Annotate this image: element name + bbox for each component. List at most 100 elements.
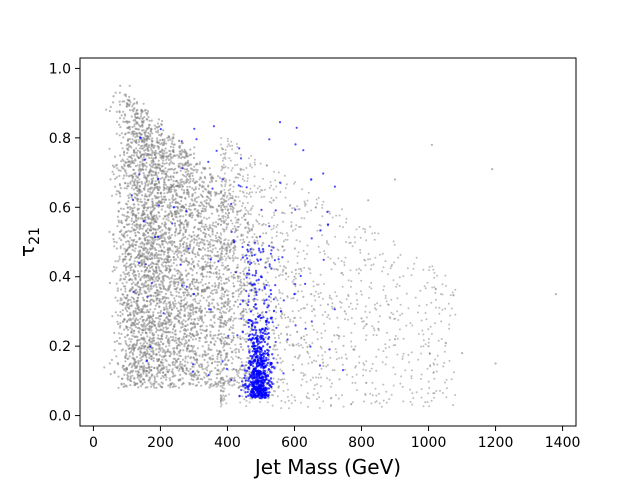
- scatter-point-background: [245, 337, 248, 340]
- scatter-point-background: [166, 321, 170, 324]
- scatter-point-background: [369, 258, 371, 261]
- scatter-point-background: [287, 275, 290, 278]
- scatter-point-background: [193, 285, 196, 288]
- scatter-point-background: [130, 217, 133, 220]
- scatter-point-background: [319, 291, 322, 294]
- scatter-point-background: [219, 254, 222, 257]
- scatter-point-background: [214, 221, 218, 224]
- scatter-point-background: [121, 282, 124, 285]
- scatter-point-background: [182, 305, 185, 308]
- scatter-point-background: [129, 269, 132, 272]
- scatter-point-background: [198, 204, 201, 207]
- scatter-point-background: [130, 211, 133, 214]
- scatter-point-background: [187, 318, 190, 321]
- scatter-point-background: [338, 378, 341, 381]
- scatter-point-background: [206, 361, 209, 364]
- scatter-point-background: [428, 266, 431, 268]
- scatter-point-background: [221, 386, 224, 389]
- scatter-point-background: [192, 246, 195, 249]
- scatter-point-background: [178, 337, 181, 340]
- scatter-point-background: [158, 305, 161, 308]
- scatter-point-background: [199, 325, 202, 328]
- scatter-point-background: [232, 277, 235, 280]
- scatter-point-background: [320, 336, 323, 339]
- scatter-point-background: [185, 335, 188, 338]
- scatter-point-background: [203, 358, 206, 361]
- scatter-point-background: [147, 314, 150, 317]
- scatter-point-background: [137, 386, 140, 389]
- scatter-point-background: [176, 201, 179, 204]
- scatter-point-background: [170, 276, 173, 279]
- scatter-point-background: [132, 134, 135, 137]
- scatter-point-background: [247, 226, 250, 229]
- scatter-point-background: [157, 200, 160, 203]
- scatter-point-background: [122, 271, 125, 274]
- scatter-point-background: [139, 115, 143, 118]
- scatter-point-background: [244, 212, 247, 215]
- scatter-point-background: [143, 188, 146, 191]
- scatter-point-background: [151, 170, 154, 173]
- scatter-point-background: [199, 315, 202, 318]
- scatter-point-background: [238, 381, 240, 384]
- scatter-point-background: [225, 277, 228, 280]
- scatter-point-background: [175, 307, 179, 310]
- scatter-point-background: [166, 371, 169, 374]
- scatter-point-background: [155, 214, 158, 217]
- scatter-point-background: [131, 364, 134, 367]
- scatter-point-background: [149, 253, 153, 256]
- scatter-point-background: [287, 260, 290, 263]
- scatter-point-background: [342, 273, 345, 276]
- scatter-point-background: [154, 163, 157, 166]
- scatter-point-background: [154, 170, 157, 173]
- scatter-point-background: [150, 369, 153, 372]
- scatter-point-background: [163, 253, 166, 256]
- scatter-point-background: [192, 169, 195, 172]
- scatter-point-background: [239, 278, 242, 281]
- scatter-point-background: [173, 282, 177, 285]
- scatter-point-background: [141, 158, 144, 161]
- scatter-point-background: [126, 206, 129, 209]
- scatter-point-background: [159, 377, 163, 380]
- scatter-point-background: [178, 183, 181, 187]
- scatter-point-background: [124, 252, 127, 255]
- scatter-point-background: [295, 343, 298, 346]
- scatter-point-background: [355, 365, 357, 368]
- scatter-point-background: [364, 310, 367, 313]
- scatter-point-background: [192, 334, 195, 337]
- scatter-point-background: [211, 324, 214, 327]
- scatter-point-background: [125, 147, 129, 150]
- scatter-point-background: [179, 288, 182, 291]
- scatter-point-background: [146, 288, 149, 291]
- scatter-point-background: [220, 315, 223, 318]
- scatter-point-background: [296, 330, 299, 333]
- scatter-point-background: [244, 299, 247, 302]
- scatter-point-background: [208, 378, 211, 381]
- scatter-point-background: [282, 220, 285, 223]
- scatter-point-background: [164, 183, 167, 186]
- scatter-point-background: [331, 307, 334, 310]
- scatter-point-background: [146, 274, 149, 277]
- scatter-point-background: [158, 290, 161, 293]
- scatter-point-background: [149, 263, 152, 266]
- scatter-point-background: [138, 163, 142, 166]
- scatter-point-background: [420, 388, 423, 390]
- scatter-point-background: [136, 176, 139, 179]
- scatter-point-background: [222, 366, 225, 369]
- scatter-point-background: [235, 221, 238, 224]
- scatter-point-background: [172, 176, 175, 179]
- scatter-point-background: [344, 318, 346, 321]
- scatter-point-background: [275, 235, 278, 237]
- scatter-point-background: [192, 378, 195, 382]
- scatter-point-background: [149, 206, 152, 209]
- scatter-point-background: [214, 271, 218, 274]
- scatter-point-background: [226, 300, 229, 304]
- scatter-point-background: [108, 147, 111, 150]
- scatter-point-background: [386, 303, 389, 306]
- scatter-point-background: [134, 136, 137, 139]
- scatter-point-background: [115, 355, 118, 358]
- scatter-point-background: [152, 161, 155, 164]
- scatter-point-background: [143, 153, 146, 156]
- scatter-point-background: [238, 350, 241, 353]
- scatter-point-background: [211, 227, 214, 231]
- scatter-point-background: [138, 231, 141, 235]
